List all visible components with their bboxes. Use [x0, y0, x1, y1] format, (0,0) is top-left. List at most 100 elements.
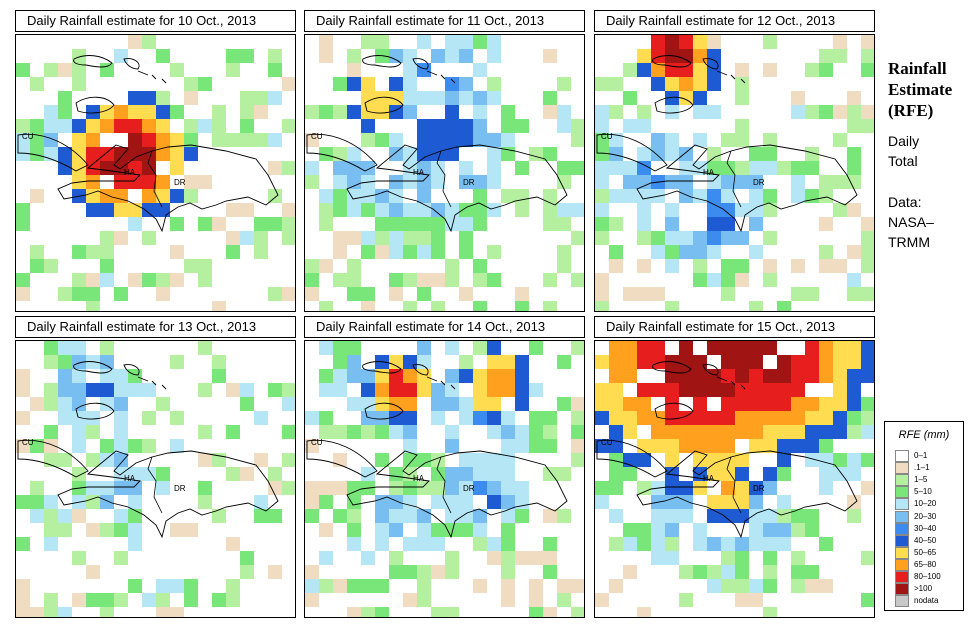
- rainfall-cell: [609, 579, 623, 593]
- rainfall-cell: [403, 411, 417, 425]
- rainfall-cell: [847, 467, 861, 481]
- rainfall-cell: [805, 161, 819, 175]
- rainfall-cell: [389, 49, 403, 63]
- rainfall-cell: [819, 397, 833, 411]
- country-label: CU: [311, 132, 323, 141]
- legend-swatch: [895, 450, 909, 462]
- rainfall-cell: [86, 133, 100, 147]
- rainfall-cell: [100, 147, 114, 161]
- rainfall-cell: [254, 231, 268, 245]
- country-label: HA: [413, 168, 425, 177]
- rainfall-cell: [637, 147, 651, 161]
- rainfall-cell: [375, 509, 389, 523]
- rainfall-cell: [487, 49, 501, 63]
- rainfall-cell: [30, 481, 44, 495]
- rainfall-cell: [403, 217, 417, 231]
- rainfall-cell: [361, 579, 375, 593]
- rainfall-cell: [44, 105, 58, 119]
- rainfall-cell: [142, 35, 156, 49]
- rainfall-cell: [212, 217, 226, 231]
- rainfall-cell: [375, 133, 389, 147]
- rainfall-cell: [487, 467, 501, 481]
- rainfall-cell: [595, 161, 609, 175]
- rainfall-cell: [86, 287, 100, 301]
- rainfall-cell: [417, 593, 431, 607]
- rainfall-cell: [459, 77, 473, 91]
- rainfall-cell: [693, 523, 707, 537]
- country-label: HA: [124, 168, 136, 177]
- rainfall-cell: [529, 551, 543, 565]
- rainfall-cell: [609, 217, 623, 231]
- rainfall-cell: [487, 273, 501, 287]
- rainfall-cell: [735, 481, 749, 495]
- rainfall-cell: [595, 147, 609, 161]
- rainfall-cell: [515, 369, 529, 383]
- rainfall-cell: [347, 203, 361, 217]
- rainfall-cell: [445, 259, 459, 273]
- rainfall-cell: [282, 161, 295, 175]
- rainfall-cell: [651, 425, 665, 439]
- rainfall-cell: [44, 63, 58, 77]
- rainfall-cell: [156, 287, 170, 301]
- rainfall-cell: [44, 523, 58, 537]
- rainfall-cell: [543, 91, 557, 105]
- rainfall-cell: [100, 63, 114, 77]
- rainfall-cell: [459, 411, 473, 425]
- rainfall-cell: [58, 523, 72, 537]
- rainfall-cell: [184, 147, 198, 161]
- rainfall-cell: [128, 383, 142, 397]
- rainfall-cell: [459, 161, 473, 175]
- legend-swatch: [895, 486, 909, 499]
- rainfall-cell: [128, 481, 142, 495]
- rainfall-cell: [679, 495, 693, 509]
- rainfall-cell: [333, 369, 347, 383]
- rainfall-cell: [305, 593, 319, 607]
- rainfall-cell: [72, 133, 86, 147]
- rainfall-cell: [763, 35, 777, 49]
- rainfall-cell: [347, 147, 361, 161]
- rainfall-cell: [72, 355, 86, 369]
- rainfall-cell: [557, 397, 571, 411]
- rainfall-cell: [833, 175, 847, 189]
- rainfall-cell: [819, 245, 833, 259]
- rainfall-cell: [609, 397, 623, 411]
- rainfall-cell: [268, 481, 282, 495]
- rainfall-cell: [543, 411, 557, 425]
- rainfall-cell: [665, 453, 679, 467]
- rainfall-cell: [403, 593, 417, 607]
- rainfall-cell: [557, 355, 571, 369]
- rainfall-cell: [473, 369, 487, 383]
- rainfall-cell: [305, 565, 319, 579]
- rainfall-cell: [389, 551, 403, 565]
- rainfall-cell: [847, 509, 861, 523]
- rainfall-cell: [735, 273, 749, 287]
- rainfall-cell: [847, 147, 861, 161]
- rainfall-cell: [595, 175, 609, 189]
- rainfall-cell: [44, 425, 58, 439]
- rainfall-cell: [707, 537, 721, 551]
- rainfall-cell: [665, 495, 679, 509]
- rainfall-cell: [651, 287, 665, 301]
- legend-swatch: [895, 462, 909, 475]
- rainfall-cell: [805, 63, 819, 77]
- rainfall-cell: [515, 161, 529, 175]
- coastline: [17, 439, 89, 478]
- country-border: [726, 456, 742, 514]
- rainfall-cell: [735, 91, 749, 105]
- rainfall-cell: [735, 369, 749, 383]
- coastline: [426, 376, 456, 390]
- rainfall-cell: [389, 189, 403, 203]
- rainfall-cell: [693, 565, 707, 579]
- rainfall-cell: [128, 119, 142, 133]
- rainfall-cell: [417, 273, 431, 287]
- rainfall-cell: [100, 341, 114, 355]
- rainfall-cell: [170, 147, 184, 161]
- rainfall-cell: [501, 593, 515, 607]
- rainfall-cell: [86, 273, 100, 287]
- rainfall-cell: [86, 301, 100, 311]
- rainfall-cell: [389, 355, 403, 369]
- rainfall-cell: [487, 425, 501, 439]
- rainfall-cell: [609, 467, 623, 481]
- rainfall-cell: [58, 341, 72, 355]
- rainfall-cell: [637, 49, 651, 63]
